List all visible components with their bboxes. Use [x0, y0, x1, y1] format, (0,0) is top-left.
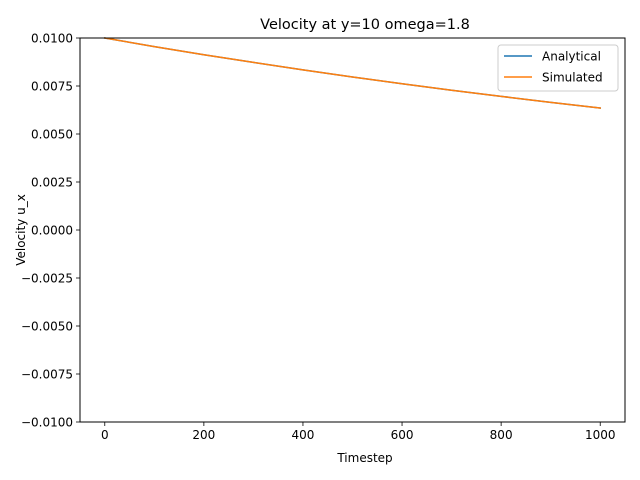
- y-tick-label: −0.0075: [21, 368, 73, 382]
- legend: Analytical Simulated: [497, 44, 619, 92]
- legend-label-simulated: Simulated: [542, 71, 603, 85]
- y-tick-label: −0.0100: [21, 416, 73, 430]
- plot-frame: [79, 37, 626, 423]
- y-axis-ticks: −0.0100 −0.0075 −0.0050 −0.0025 0.0000 0.0025…: [21, 32, 80, 430]
- series-layer: [103, 37, 602, 109]
- y-axis-label: Velocity u_x: [14, 194, 28, 266]
- x-axis-ticks: 0 200 400 600 800 1000: [101, 422, 616, 442]
- y-tick-label: 0.0000: [31, 224, 73, 238]
- x-tick-label: 200: [192, 428, 215, 442]
- y-tick-label: 0.0050: [31, 128, 73, 142]
- chart-title: Velocity at y=10 omega=1.8: [260, 17, 470, 33]
- x-tick-label: 600: [391, 428, 414, 442]
- y-tick-label: −0.0025: [21, 272, 73, 286]
- x-tick-label: 1000: [585, 428, 616, 442]
- y-tick-label: 0.0075: [31, 80, 73, 94]
- legend-label-analytical: Analytical: [542, 50, 601, 64]
- x-tick-label: 0: [101, 428, 109, 442]
- y-tick-label: −0.0050: [21, 320, 73, 334]
- x-tick-label: 800: [490, 428, 513, 442]
- x-tick-label: 400: [292, 428, 315, 442]
- series-line-simulated: [103, 37, 602, 109]
- y-tick-label: 0.0100: [31, 32, 73, 46]
- x-axis-label: Timestep: [336, 451, 392, 465]
- y-tick-label: 0.0025: [31, 176, 73, 190]
